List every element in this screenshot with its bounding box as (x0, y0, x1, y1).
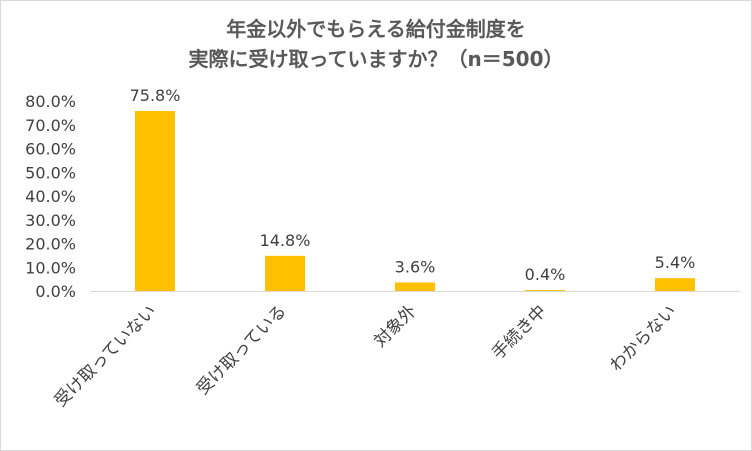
category-label: 対象外 (370, 301, 420, 351)
y-tick-label: 0.0% (35, 282, 76, 301)
y-tick-label: 40.0% (25, 187, 76, 206)
y-tick-label: 80.0% (25, 92, 76, 111)
category-label: 受け取っている (193, 301, 291, 399)
y-tick-label: 10.0% (25, 258, 76, 277)
category-label: 手続き中 (488, 301, 550, 363)
y-tick-label: 70.0% (25, 116, 76, 135)
y-tick-label: 60.0% (25, 140, 76, 159)
bar (395, 282, 435, 291)
chart-title-line-1: 年金以外でもらえる給付金制度を (226, 17, 526, 41)
y-tick-label: 50.0% (25, 163, 76, 182)
bar (525, 290, 565, 291)
y-tick-label: 30.0% (25, 211, 76, 230)
data-label: 3.6% (395, 257, 436, 276)
data-label: 5.4% (655, 253, 696, 272)
bar (265, 255, 305, 291)
data-label: 0.4% (525, 265, 566, 284)
chart-title: 年金以外でもらえる給付金制度を 実際に受け取っていますか？（n＝500） (0, 14, 752, 74)
bar (655, 278, 695, 291)
bar (135, 110, 175, 291)
y-tick-label: 20.0% (25, 235, 76, 254)
category-label: 受け取っていない (51, 301, 161, 411)
category-label: わからない (606, 301, 680, 375)
chart-title-line-2: 実際に受け取っていますか？（n＝500） (188, 47, 564, 71)
data-label: 75.8% (130, 86, 181, 105)
data-label: 14.8% (260, 231, 311, 250)
